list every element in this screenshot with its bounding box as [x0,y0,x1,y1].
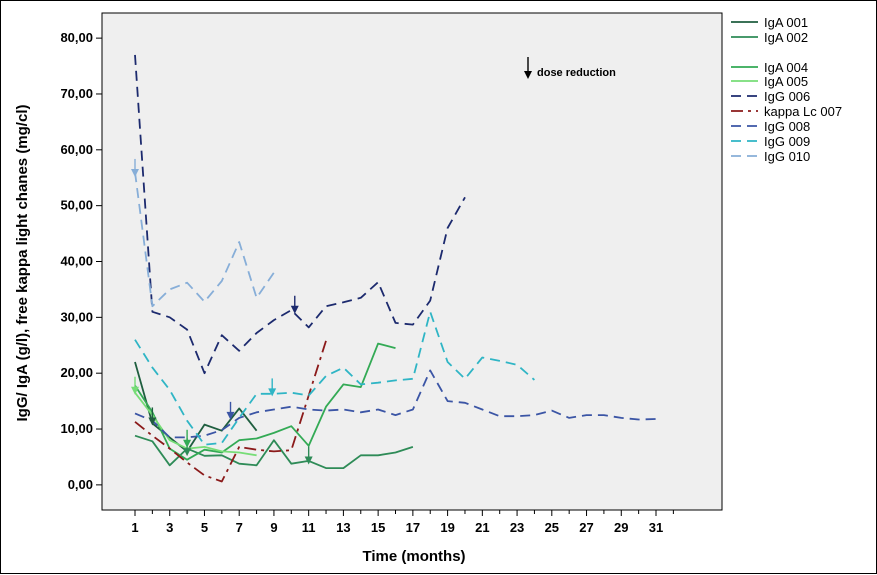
y-tick-label: 40,00 [60,254,93,269]
x-tick-label: 11 [302,520,316,535]
series-line-kappa-lc-007 [134,340,327,483]
series-line-igg-008 [134,369,657,439]
plot-area [101,12,723,511]
legend-entry-label: IgA 005 [764,74,808,89]
x-tick-label: 1 [131,520,138,535]
x-axis: 1 3 5 7 9 11 13 15 17 19 21 23 25 27 29 31 [131,510,674,535]
dose-reduction-arrowhead-icon [148,417,157,426]
dose-reduction-arrowhead-icon [183,448,192,457]
x-tick-label: 7 [236,520,243,535]
y-axis: 0,00 10,00 20,00 30,00 40,00 50,00 60,00 70,00 8… [60,30,102,492]
y-tick-label: 50,00 [60,198,93,213]
series-line-iga-001 [134,361,258,453]
y-tick-label: 10,00 [60,421,93,436]
x-axis-title: Time (months) [362,548,465,565]
x-tick-label: 9 [270,520,277,535]
annotation-arrowhead-icon [524,71,532,79]
legend-entry-label: IgG 008 [764,119,810,134]
dose-reduction-arrowhead-icon [130,386,139,395]
annotation-text: dose reduction [537,67,616,79]
dose-reduction-arrowhead-icon [268,388,277,397]
legend-entry-label: IgA 001 [764,15,808,30]
x-tick-label: 27 [579,520,593,535]
x-tick-label: 15 [371,520,385,535]
x-tick-label: 21 [475,520,489,535]
legend-entry-label: IgA 004 [764,60,808,75]
series-line-igg-009 [134,310,535,446]
legend-entry-label: IgG 009 [764,134,810,149]
y-axis-title: IgG/ IgA (g/l), free kappa light chanes … [14,105,31,422]
legend-entry-label: kappa Lc 007 [764,104,842,119]
series-line-iga-002 [134,434,414,470]
x-tick-label: 31 [649,520,663,535]
series-line-iga-004 [134,342,396,461]
dose-reduction-arrowhead-icon [226,411,235,420]
dose-reduction-arrowhead-icon [130,168,139,177]
dose-reduction-arrows [130,158,313,465]
legend-entry-label: IgA 002 [764,30,808,45]
y-tick-label: 80,00 [60,30,93,45]
x-tick-label: 23 [510,520,524,535]
x-tick-label: 19 [440,520,454,535]
x-tick-label: 3 [166,520,173,535]
annotation: dose reduction [524,57,616,79]
x-tick-label: 25 [545,520,559,535]
dose-reduction-arrowhead-icon [290,305,299,314]
series-line-igg-006 [134,54,466,375]
series-line-igg-010 [134,172,275,308]
x-tick-label: 13 [336,520,350,535]
y-tick-label: 60,00 [60,142,93,157]
legend-entry-label: IgG 010 [764,149,810,164]
x-tick-label: 29 [614,520,628,535]
y-tick-label: 0,00 [68,477,93,492]
y-tick-label: 70,00 [60,86,93,101]
series-layer [134,54,657,483]
dose-reduction-arrowhead-icon [183,439,192,448]
y-tick-label: 30,00 [60,309,93,324]
x-tick-label: 17 [406,520,420,535]
y-tick-label: 20,00 [60,365,93,380]
x-tick-label: 5 [201,520,208,535]
legend-entry-label: IgG 006 [764,89,810,104]
dose-reduction-arrowhead-icon [304,456,313,465]
